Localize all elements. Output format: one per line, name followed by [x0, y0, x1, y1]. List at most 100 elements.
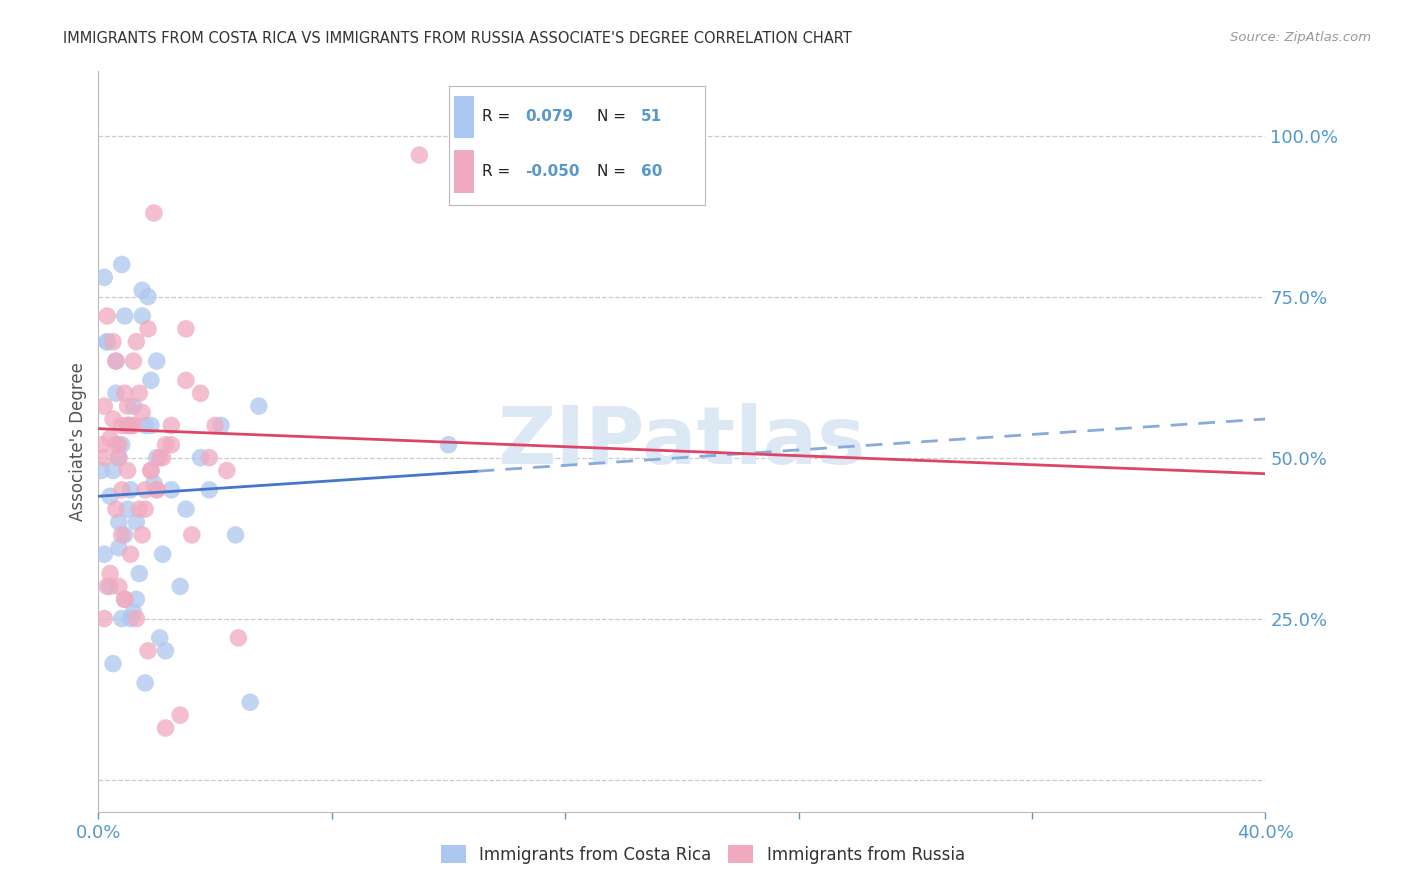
Point [96, 309, 118, 323]
Point [120, 418, 142, 433]
Point [104, 386, 127, 401]
Point [239, 695, 262, 709]
Point [114, 592, 136, 607]
Point [155, 721, 177, 735]
Point [108, 438, 131, 452]
Point [408, 148, 430, 162]
Point [131, 406, 153, 420]
Point [160, 438, 183, 452]
Point [96, 579, 118, 593]
Point [93, 611, 115, 625]
Point [93, 399, 115, 413]
Point [120, 547, 142, 561]
Point [108, 541, 131, 555]
Point [122, 399, 145, 413]
Point [149, 450, 172, 465]
Point [108, 450, 131, 465]
Point [104, 354, 127, 368]
Point [104, 438, 127, 452]
Point [117, 502, 139, 516]
Point [160, 483, 183, 497]
Point [125, 592, 148, 607]
Point [98, 431, 121, 445]
Point [437, 438, 460, 452]
Point [108, 450, 131, 465]
Point [117, 418, 139, 433]
Point [155, 438, 177, 452]
Point [111, 418, 134, 433]
Point [101, 412, 124, 426]
Point [108, 579, 131, 593]
Point [142, 476, 165, 491]
Point [128, 386, 150, 401]
Point [90, 438, 112, 452]
Point [146, 450, 169, 465]
Point [98, 489, 121, 503]
Point [152, 450, 174, 465]
Y-axis label: Associate's Degree: Associate's Degree [69, 362, 87, 521]
Point [93, 547, 115, 561]
Point [160, 418, 183, 433]
Point [111, 258, 134, 272]
Point [122, 605, 145, 619]
Point [149, 631, 172, 645]
Point [134, 502, 156, 516]
Point [225, 528, 247, 542]
Point [215, 463, 238, 477]
Point [139, 463, 162, 477]
Point [180, 528, 202, 542]
Point [98, 579, 121, 593]
Point [114, 528, 136, 542]
Point [134, 676, 156, 690]
Point [114, 592, 136, 607]
Point [198, 450, 221, 465]
Point [209, 418, 232, 433]
Point [114, 386, 136, 401]
Point [128, 502, 150, 516]
Point [190, 450, 212, 465]
Point [117, 418, 139, 433]
Point [134, 418, 156, 433]
Point [125, 334, 148, 349]
Point [139, 373, 162, 387]
Point [108, 515, 131, 529]
Point [174, 322, 197, 336]
Point [136, 644, 159, 658]
Point [136, 290, 159, 304]
Point [134, 483, 156, 497]
Point [96, 334, 118, 349]
Point [125, 515, 148, 529]
Point [93, 450, 115, 465]
Point [101, 334, 124, 349]
Point [117, 463, 139, 477]
Point [136, 322, 159, 336]
Point [104, 354, 127, 368]
Point [98, 566, 121, 581]
Point [190, 386, 212, 401]
Point [122, 418, 145, 433]
Point [128, 566, 150, 581]
Point [114, 309, 136, 323]
Point [228, 631, 250, 645]
Point [139, 463, 162, 477]
Point [111, 611, 134, 625]
Point [111, 483, 134, 497]
Point [111, 438, 134, 452]
Point [96, 334, 118, 349]
Point [146, 483, 169, 497]
Text: IMMIGRANTS FROM COSTA RICA VS IMMIGRANTS FROM RUSSIA ASSOCIATE'S DEGREE CORRELAT: IMMIGRANTS FROM COSTA RICA VS IMMIGRANTS… [63, 31, 852, 46]
Point [131, 309, 153, 323]
Point [155, 644, 177, 658]
Point [131, 283, 153, 297]
Point [104, 502, 127, 516]
Point [174, 502, 197, 516]
Point [101, 463, 124, 477]
Point [125, 611, 148, 625]
Point [204, 418, 226, 433]
Text: ZIPatlas: ZIPatlas [498, 402, 866, 481]
Point [93, 270, 115, 285]
Point [146, 483, 169, 497]
Point [122, 354, 145, 368]
Point [131, 528, 153, 542]
Point [101, 657, 124, 671]
